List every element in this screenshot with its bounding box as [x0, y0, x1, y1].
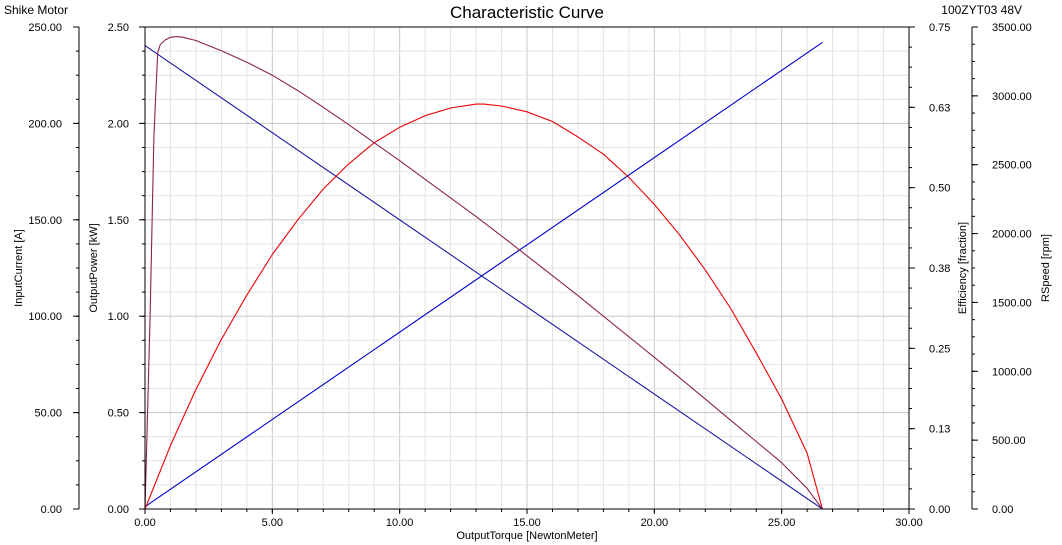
y-tick-label-speed: 2000.00 — [992, 229, 1032, 241]
y-tick-label-efficiency: 0.75 — [929, 22, 950, 34]
y-tick-label-current: 50.00 — [34, 408, 62, 420]
x-tick-label: 25.00 — [768, 517, 796, 529]
x-tick-label: 0.00 — [134, 517, 155, 529]
y-tick-label-speed: 3000.00 — [992, 91, 1032, 103]
y-tick-label-current: 150.00 — [28, 215, 62, 227]
y-tick-label-efficiency: 0.50 — [929, 183, 950, 195]
y-tick-label-speed: 1000.00 — [992, 366, 1032, 378]
y-tick-label-efficiency: 0.63 — [929, 102, 950, 114]
series-line-speed — [144, 45, 823, 510]
y-tick-label-power: 2.00 — [108, 118, 129, 130]
series-line-current — [144, 41, 823, 508]
y-tick-label-efficiency: 0.00 — [929, 504, 950, 516]
manufacturer-label: Shike Motor — [4, 3, 68, 17]
x-tick-label: 30.00 — [895, 517, 923, 529]
model-label: 100ZYT03 48V — [941, 3, 1022, 17]
y-tick-label-current: 100.00 — [28, 311, 62, 323]
y-tick-label-current: 200.00 — [28, 118, 62, 130]
y-tick-label-speed: 1500.00 — [992, 297, 1032, 309]
x-tick-label: 5.00 — [262, 517, 283, 529]
grid — [144, 26, 910, 510]
x-tick-label: 20.00 — [641, 517, 669, 529]
y-tick-label-power: 0.00 — [108, 504, 129, 516]
y-tick-label-power: 2.50 — [108, 22, 129, 34]
y-tick-label-power: 0.50 — [108, 408, 129, 420]
y-tick-label-speed: 2500.00 — [992, 160, 1032, 172]
y-axis-title-current: InputCurrent [A] — [13, 229, 25, 307]
y-tick-label-power: 1.50 — [108, 215, 129, 227]
x-tick-label: 10.00 — [386, 517, 414, 529]
y-tick-label-speed: 0.00 — [992, 504, 1013, 516]
y-tick-label-speed: 3500.00 — [992, 22, 1032, 34]
y-axis-title-efficiency: Efficiency [fraction] — [957, 222, 969, 314]
x-axis-title: OutputTorque [NewtonMeter] — [456, 530, 597, 542]
y-tick-label-power: 1.00 — [108, 311, 129, 323]
y-tick-label-speed: 500.00 — [992, 435, 1026, 447]
chart-title: Characteristic Curve — [450, 3, 604, 22]
y-tick-label-current: 0.00 — [41, 504, 62, 516]
series-layer — [144, 36, 823, 510]
y-axis-title-power: OutputPower [kW] — [88, 223, 100, 312]
y-tick-label-efficiency: 0.25 — [929, 343, 950, 355]
y-tick-label-efficiency: 0.13 — [929, 424, 950, 436]
series-line-efficiency — [144, 36, 823, 510]
axes: 0.00 5.00 10.00 15.00 20.00 25.00 30.00 0.00 50.… — [28, 22, 1031, 529]
series-line-power — [144, 103, 823, 510]
y-tick-label-current: 250.00 — [28, 22, 62, 34]
x-tick-label: 15.00 — [513, 517, 541, 529]
y-axis-title-speed: RSpeed [rpm] — [1040, 234, 1052, 302]
y-tick-label-efficiency: 0.38 — [929, 263, 950, 275]
